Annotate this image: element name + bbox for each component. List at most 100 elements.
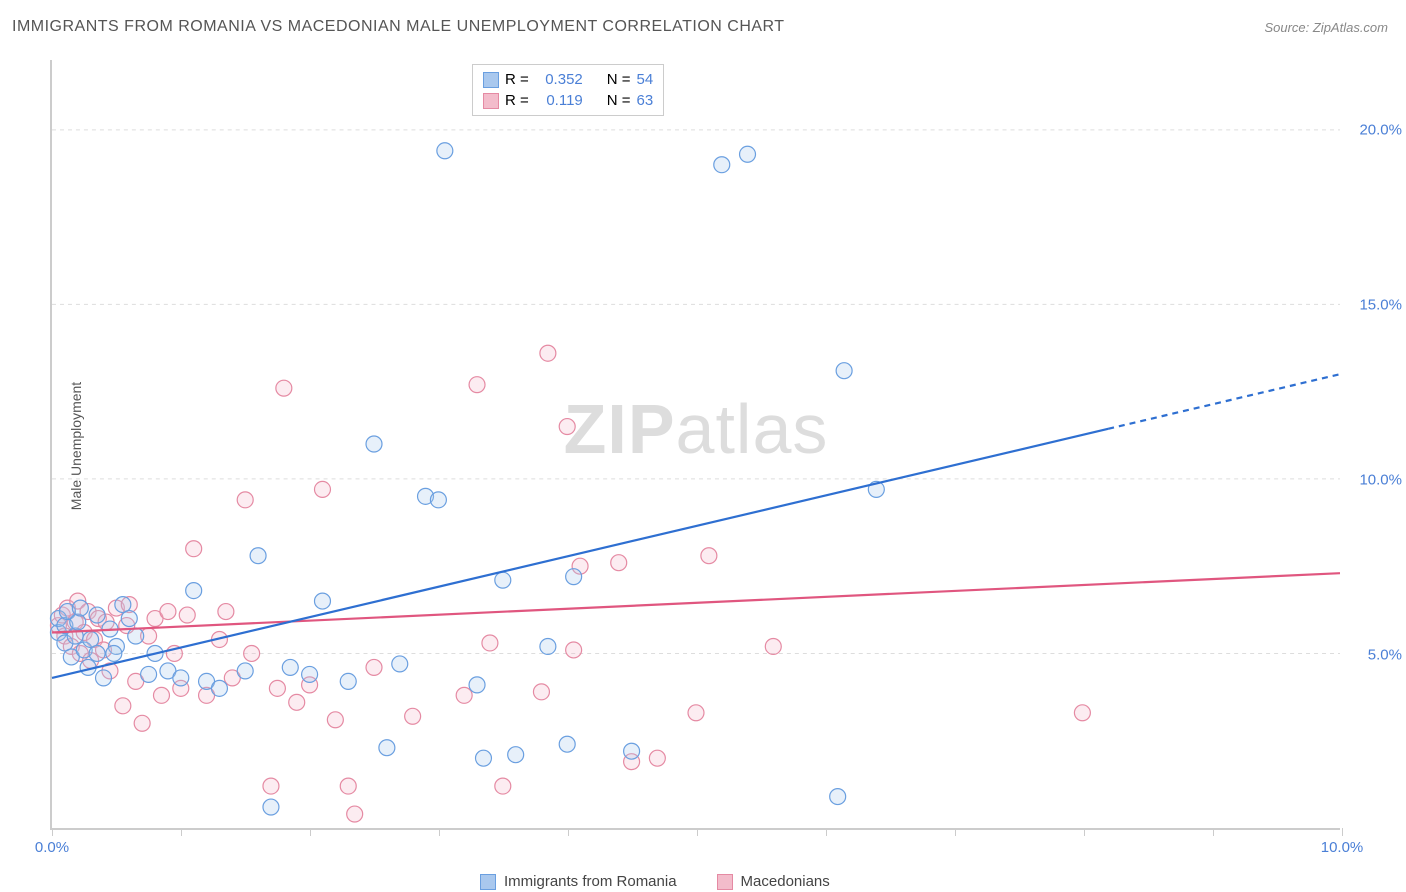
legend-label-romania: Immigrants from Romania — [504, 873, 677, 890]
data-point — [282, 659, 298, 675]
data-point — [1074, 705, 1090, 721]
data-point — [566, 569, 582, 585]
data-point — [366, 436, 382, 452]
trend-line-extrapolated — [1108, 374, 1340, 429]
data-point — [540, 638, 556, 654]
n-value-romania: 54 — [637, 71, 654, 88]
data-point — [469, 677, 485, 693]
legend-item-macedonians: Macedonians — [717, 873, 830, 890]
data-point — [121, 611, 137, 627]
n-prefix: N = — [607, 71, 631, 88]
x-tick — [697, 828, 698, 836]
x-tick — [568, 828, 569, 836]
data-point — [263, 799, 279, 815]
x-tick-label: 0.0% — [35, 839, 69, 856]
data-point — [559, 419, 575, 435]
data-point — [218, 604, 234, 620]
series-legend: Immigrants from Romania Macedonians — [480, 873, 830, 890]
data-point — [714, 157, 730, 173]
correlation-legend: R = 0.352 N = 54 R = 0.119 N = 63 — [472, 64, 664, 116]
source-prefix: Source: — [1264, 20, 1312, 35]
data-point — [740, 146, 756, 162]
data-point — [179, 607, 195, 623]
data-point — [559, 736, 575, 752]
r-value-macedonians: 0.119 — [535, 92, 583, 109]
data-point — [765, 638, 781, 654]
y-tick-label: 5.0% — [1347, 647, 1402, 664]
data-point — [405, 708, 421, 724]
trend-line — [52, 429, 1108, 678]
trend-line — [52, 573, 1340, 632]
data-point — [688, 705, 704, 721]
data-point — [244, 645, 260, 661]
legend-row-romania: R = 0.352 N = 54 — [483, 69, 653, 90]
legend-item-romania: Immigrants from Romania — [480, 873, 677, 890]
data-point — [533, 684, 549, 700]
scatter-svg — [52, 60, 1340, 828]
x-tick — [1213, 828, 1214, 836]
swatch-romania-icon — [483, 72, 499, 88]
data-point — [437, 143, 453, 159]
r-prefix: R = — [505, 92, 529, 109]
data-point — [269, 680, 285, 696]
data-point — [340, 673, 356, 689]
data-point — [276, 380, 292, 396]
data-point — [160, 604, 176, 620]
y-tick-label: 15.0% — [1347, 297, 1402, 314]
data-point — [70, 614, 86, 630]
data-point — [495, 572, 511, 588]
y-tick-label: 10.0% — [1347, 472, 1402, 489]
data-point — [314, 481, 330, 497]
data-point — [106, 645, 122, 661]
data-point — [186, 583, 202, 599]
y-tick-label: 20.0% — [1347, 122, 1402, 139]
data-point — [186, 541, 202, 557]
data-point — [89, 645, 105, 661]
data-point — [701, 548, 717, 564]
x-tick — [310, 828, 311, 836]
data-point — [624, 743, 640, 759]
data-point — [456, 687, 472, 703]
data-point — [566, 642, 582, 658]
data-point — [89, 607, 105, 623]
data-point — [96, 670, 112, 686]
x-tick — [955, 828, 956, 836]
data-point — [302, 666, 318, 682]
swatch-romania-icon — [480, 874, 496, 890]
data-point — [469, 377, 485, 393]
x-tick — [52, 828, 53, 836]
data-point — [115, 698, 131, 714]
r-value-romania: 0.352 — [535, 71, 583, 88]
data-point — [237, 492, 253, 508]
data-point — [836, 363, 852, 379]
data-point — [237, 663, 253, 679]
x-tick-label: 10.0% — [1321, 839, 1364, 856]
n-value-macedonians: 63 — [637, 92, 654, 109]
data-point — [392, 656, 408, 672]
data-point — [508, 747, 524, 763]
data-point — [289, 694, 305, 710]
x-tick — [826, 828, 827, 836]
data-point — [495, 778, 511, 794]
data-point — [649, 750, 665, 766]
data-point — [153, 687, 169, 703]
data-point — [340, 778, 356, 794]
source-attribution: Source: ZipAtlas.com — [1264, 20, 1388, 35]
data-point — [141, 666, 157, 682]
data-point — [250, 548, 266, 564]
data-point — [475, 750, 491, 766]
data-point — [134, 715, 150, 731]
chart-title: IMMIGRANTS FROM ROMANIA VS MACEDONIAN MA… — [12, 18, 785, 36]
data-point — [366, 659, 382, 675]
legend-label-macedonians: Macedonians — [741, 873, 830, 890]
data-point — [482, 635, 498, 651]
data-point — [379, 740, 395, 756]
data-point — [611, 555, 627, 571]
swatch-macedonians-icon — [717, 874, 733, 890]
x-tick — [439, 828, 440, 836]
source-name: ZipAtlas.com — [1313, 20, 1388, 35]
x-tick — [1084, 828, 1085, 836]
data-point — [540, 345, 556, 361]
n-prefix: N = — [607, 92, 631, 109]
data-point — [830, 789, 846, 805]
